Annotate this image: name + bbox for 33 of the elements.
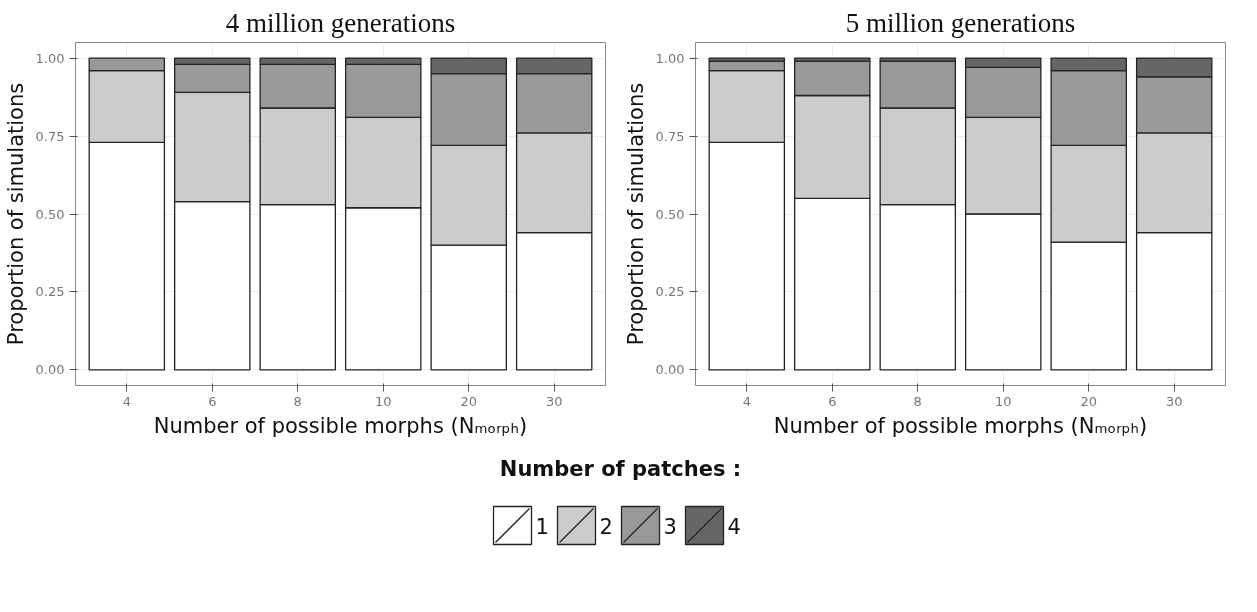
x-tick-label: 30 bbox=[545, 393, 563, 409]
x-tick-label: 4 bbox=[742, 393, 751, 409]
y-tick-label: 0.00 bbox=[35, 362, 65, 378]
legend-label: 1 bbox=[535, 514, 549, 539]
x-tick-label: 30 bbox=[1165, 393, 1183, 409]
y-tick-label: 0.75 bbox=[655, 128, 685, 144]
legend-label: 2 bbox=[599, 514, 613, 539]
y-axis-title: Proportion of simulations bbox=[623, 82, 648, 346]
y-tick-label: 0.00 bbox=[655, 362, 685, 378]
x-tick-label: 10 bbox=[374, 393, 392, 409]
x-tick-label: 6 bbox=[828, 393, 837, 409]
chart-title: 4 million generations bbox=[225, 7, 456, 38]
y-tick-label: 0.75 bbox=[35, 128, 65, 144]
x-tick-label: 4 bbox=[122, 393, 131, 409]
x-axis-title: Number of possible morphs (Nₘₒᵣₚₕ) bbox=[773, 413, 1148, 438]
x-tick-label: 20 bbox=[460, 393, 477, 409]
y-tick-label: 0.50 bbox=[35, 206, 65, 222]
x-tick-label: 8 bbox=[293, 393, 302, 409]
chart-title: 5 million generations bbox=[845, 7, 1076, 38]
y-tick-label: 0.25 bbox=[35, 284, 65, 300]
legend-title: Number of patches : bbox=[499, 456, 742, 481]
x-tick-label: 10 bbox=[994, 393, 1012, 409]
x-axis-title: Number of possible morphs (Nₘₒᵣₚₕ) bbox=[153, 413, 528, 438]
y-axis-title: Proportion of simulations bbox=[3, 82, 28, 346]
x-tick-label: 6 bbox=[208, 393, 217, 409]
y-tick-label: 0.50 bbox=[655, 206, 685, 222]
legend-label: 3 bbox=[663, 514, 677, 539]
legend-label: 4 bbox=[727, 514, 741, 539]
x-tick-label: 20 bbox=[1080, 393, 1097, 409]
y-tick-label: 1.00 bbox=[35, 50, 65, 66]
y-tick-label: 1.00 bbox=[655, 50, 685, 66]
x-tick-label: 8 bbox=[913, 393, 922, 409]
y-tick-label: 0.25 bbox=[655, 284, 685, 300]
